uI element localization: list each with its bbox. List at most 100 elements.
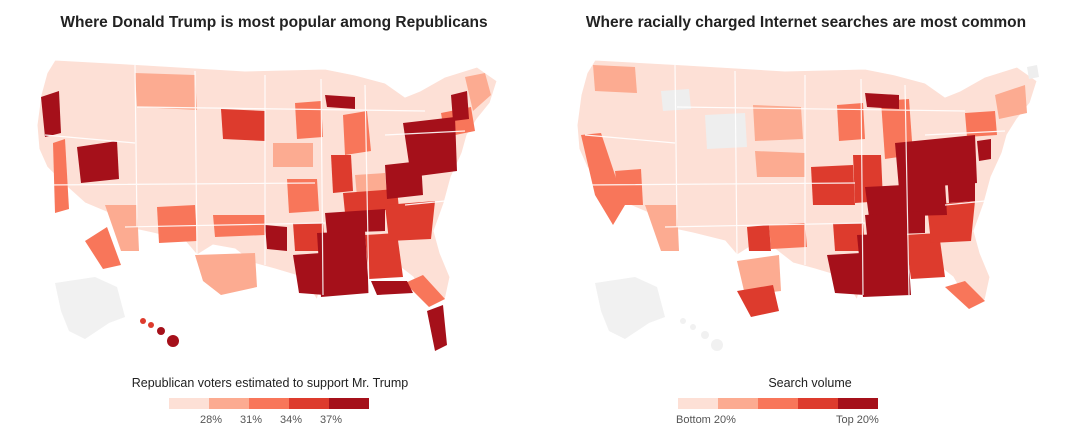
- region-texas-south: [737, 285, 779, 317]
- region-iowa-missouri: [811, 165, 855, 205]
- region-florida-south: [427, 305, 447, 351]
- search-level-3: [581, 99, 997, 309]
- trump-popularity-panel: Where Donald Trump is most popular among…: [0, 0, 540, 439]
- search-legend-title: Search volume: [768, 376, 852, 390]
- state-borders: [44, 64, 466, 296]
- region-indiana: [331, 155, 353, 193]
- region-minnesota: [753, 105, 803, 141]
- region-nebraska: [755, 151, 805, 177]
- region-maine: [465, 73, 491, 111]
- region-iowa: [273, 143, 313, 167]
- trump-level-3: [53, 101, 475, 307]
- search-legend-bin-5: [838, 398, 878, 409]
- trump-legend-tick: 34%: [280, 414, 303, 426]
- region-arizona: [645, 205, 679, 251]
- region-louisiana: [827, 253, 865, 295]
- state-borders: [584, 64, 1006, 296]
- alaska: [55, 277, 125, 339]
- region-arizona: [105, 205, 139, 251]
- hawaii: [680, 318, 723, 351]
- hawaii-island-4: [711, 339, 723, 351]
- region-arkansas: [833, 223, 865, 251]
- region-texas-west: [195, 253, 257, 295]
- region-wisconsin: [837, 103, 865, 141]
- region-georgia: [365, 233, 403, 279]
- trump-legend-tick: 31%: [240, 414, 263, 426]
- region-montana: [135, 73, 197, 110]
- alaska-shape: [55, 277, 125, 339]
- region-oklahoma-east: [747, 225, 771, 251]
- search-legend-low-label: Bottom 20%: [676, 414, 736, 426]
- region-tennessee: [865, 211, 925, 235]
- racial-search-map: [576, 59, 1039, 351]
- region-florida-panhandle: [371, 281, 413, 295]
- trump-popularity-map: [36, 59, 498, 351]
- border-lines: [584, 64, 1006, 296]
- region-wisconsin: [295, 101, 323, 139]
- hawaii-island-1: [680, 318, 686, 324]
- trump-legend-bin-4: [289, 398, 329, 409]
- region-tennessee: [325, 209, 385, 233]
- region-virginia: [947, 171, 975, 203]
- trump-legend-bin-2: [209, 398, 249, 409]
- region-georgia: [905, 233, 945, 279]
- trump-legend-scale: [169, 398, 369, 409]
- trump-level-4: [221, 109, 435, 279]
- region-carolinas: [385, 201, 435, 241]
- region-mississippi-alabama: [857, 233, 911, 297]
- trump-legend-bin-5: [329, 398, 369, 409]
- alaska: [595, 277, 665, 339]
- region-kentucky: [343, 189, 399, 213]
- region-florida: [945, 281, 985, 309]
- trump-legend-tick: 37%: [320, 414, 343, 426]
- trump-legend-title: Republican voters estimated to support M…: [131, 376, 409, 390]
- region-michigan-upper: [865, 93, 899, 109]
- search-legend-high-label: Top 20%: [836, 414, 879, 426]
- search-legend-bin-2: [718, 398, 758, 409]
- border-lines: [44, 64, 466, 296]
- region-washington-coast: [53, 139, 69, 213]
- search-level-5: [827, 93, 991, 297]
- region-louisiana: [293, 253, 325, 295]
- region-new-england: [995, 85, 1027, 119]
- hawaii-island-1: [140, 318, 146, 324]
- region-vermont-nh: [451, 91, 469, 121]
- search-map-title: Where racially charged Internet searches…: [585, 14, 1027, 31]
- region-missouri: [287, 179, 319, 213]
- search-legend-bin-3: [758, 398, 798, 409]
- trump-map-title: Where Donald Trump is most popular among…: [60, 14, 488, 31]
- trump-legend-bin-1: [169, 398, 209, 409]
- search-legend-bin-1: [678, 398, 718, 409]
- region-california: [581, 133, 625, 225]
- region-west-virginia-kentucky: [865, 183, 947, 217]
- region-new-york: [965, 111, 997, 137]
- alaska-shape: [595, 277, 665, 339]
- trump-legend-bin-3: [249, 398, 289, 409]
- region-colorado: [157, 205, 197, 243]
- search-legend-bin-4: [798, 398, 838, 409]
- region-west-virginia: [385, 161, 423, 199]
- region-oklahoma: [769, 223, 807, 249]
- region-south-dakota: [221, 109, 265, 141]
- hawaii-island-2: [148, 322, 154, 328]
- region-oklahoma-east: [265, 225, 287, 251]
- search-legend-scale: [678, 398, 878, 409]
- region-florida: [405, 275, 445, 307]
- region-nevada: [615, 169, 643, 205]
- trump-legend-tick: 28%: [200, 414, 223, 426]
- no-data-north-dakota: [705, 113, 747, 149]
- hawaii-island-2: [690, 324, 696, 330]
- no-data-maine: [1027, 65, 1039, 79]
- search-level-2: [593, 65, 1027, 295]
- region-california-south: [85, 227, 121, 269]
- hawaii-island-3: [701, 331, 709, 339]
- region-oregon-coast: [41, 91, 61, 137]
- region-michigan-north: [325, 95, 355, 109]
- region-michigan-south: [343, 111, 371, 155]
- region-texas-west: [737, 255, 781, 295]
- region-oklahoma: [213, 215, 265, 237]
- region-washington: [593, 65, 637, 93]
- region-arkansas: [293, 223, 325, 251]
- hawaii: [140, 318, 179, 347]
- racial-search-panel: Where racially charged Internet searches…: [540, 0, 1080, 439]
